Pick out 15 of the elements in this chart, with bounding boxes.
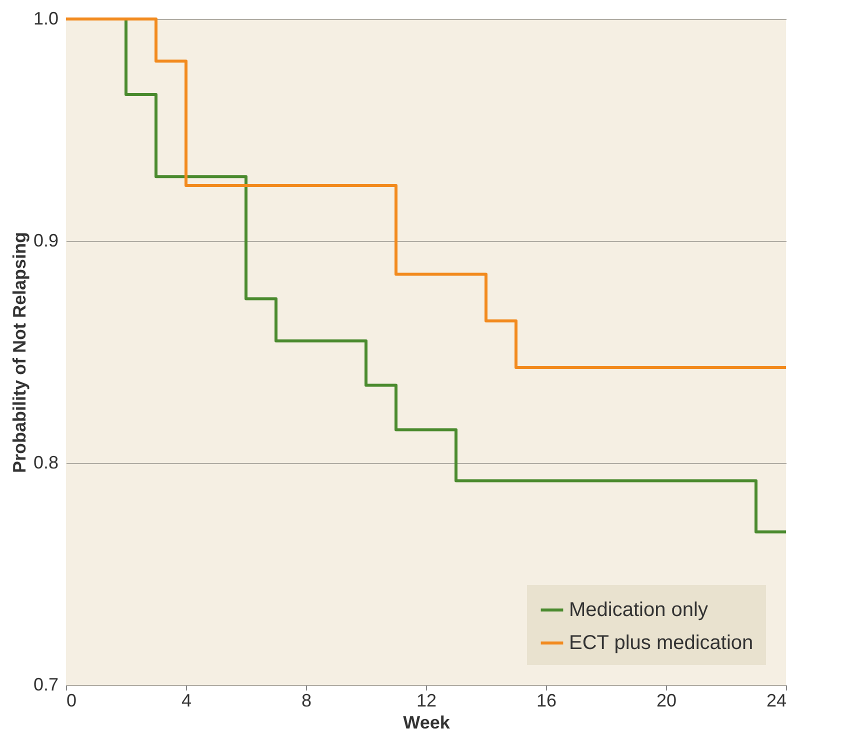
x-tick-label: 12 (416, 690, 437, 710)
x-tick-label: 24 (766, 690, 786, 710)
y-axis-title: Probability of Not Relapsing (9, 232, 30, 474)
x-tick-label: 0 (66, 690, 77, 710)
legend-label: ECT plus medication (569, 632, 754, 654)
legend-label: Medication only (569, 599, 708, 621)
x-tick-label: 4 (181, 690, 192, 710)
y-tick-label: 0.8 (33, 452, 58, 472)
y-tick-label: 0.7 (33, 674, 58, 694)
x-tick-label: 20 (656, 690, 677, 710)
x-tick-label: 16 (536, 690, 557, 710)
x-tick-label: 8 (301, 690, 312, 710)
y-tick-label: 1.0 (33, 8, 58, 28)
y-tick-label: 0.9 (33, 230, 58, 250)
x-axis-title: Week (403, 712, 451, 732)
